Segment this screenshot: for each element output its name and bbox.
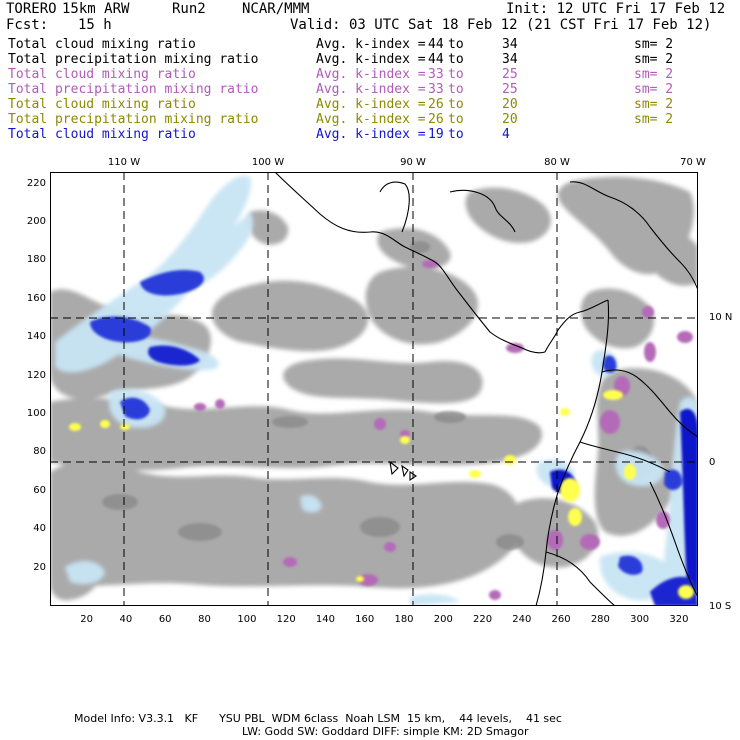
lon-label-110w: 110 W: [107, 157, 141, 168]
legend-row: Total cloud mixing ratio Avg. k-index = 26…: [0, 97, 740, 112]
legend-kindex: Avg. k-index =: [316, 82, 426, 97]
legend-to: to: [448, 52, 464, 67]
legend-kindex: Avg. k-index =: [316, 52, 426, 67]
model-name: TORERO: [6, 1, 57, 17]
legend-to-val: 34: [502, 52, 518, 67]
legend-to-val: 20: [502, 112, 518, 127]
model-info-line2: LW: Godd SW: Goddard DIFF: simple KM: 2D…: [242, 725, 529, 738]
x-tick-label: 260: [551, 614, 571, 625]
legend-sm: sm= 2: [634, 82, 674, 97]
legend-to-val: 25: [502, 82, 518, 97]
x-tick-label: 20: [80, 614, 93, 625]
legend-from: 19: [428, 127, 444, 142]
legend-field: Total precipitation mixing ratio: [8, 112, 259, 127]
legend-from: 26: [428, 97, 444, 112]
legend-row: Total cloud mixing ratio Avg. k-index = 33…: [0, 67, 740, 82]
x-tick-label: 280: [590, 614, 610, 625]
x-tick-label: 100: [237, 614, 257, 625]
x-tick-label: 300: [630, 614, 650, 625]
legend-from: 44: [428, 37, 444, 52]
lon-label-70w: 70 W: [680, 157, 706, 168]
forecast-hours: 15 h: [78, 17, 112, 33]
run-label: Run2: [172, 1, 206, 17]
model-info-line1: Model Info: V3.3.1 KF YSU PBL WDM 6class…: [74, 712, 562, 725]
legend-kindex: Avg. k-index =: [316, 97, 426, 112]
legend-to: to: [448, 67, 464, 82]
legend-field: Total precipitation mixing ratio: [8, 52, 259, 67]
y-tick-label: 140: [26, 331, 46, 343]
legend-sm: sm= 2: [634, 67, 674, 82]
legend-row: Total cloud mixing ratio Avg. k-index = 19…: [0, 127, 740, 142]
x-tick-label: 160: [355, 614, 375, 625]
x-tick-label: 220: [473, 614, 493, 625]
x-tick-label: 120: [276, 614, 296, 625]
legend-field: Total cloud mixing ratio: [8, 37, 196, 52]
legend-row: Total precipitation mixing ratio Avg. k-i…: [0, 52, 740, 67]
y-tick-label: 40: [33, 523, 46, 535]
y-tick-label: 180: [26, 254, 46, 266]
legend-from: 44: [428, 52, 444, 67]
legend-to: to: [448, 37, 464, 52]
precip-yellow-field: [69, 390, 694, 599]
legend-field: Total cloud mixing ratio: [8, 97, 196, 112]
x-tick-label: 320: [669, 614, 689, 625]
legend-to: to: [448, 82, 464, 97]
x-tick-label: 200: [433, 614, 453, 625]
organization: NCAR/MMM: [242, 1, 310, 17]
legend-to-val: 20: [502, 97, 518, 112]
x-tick-label: 60: [158, 614, 172, 625]
x-tick-label: 140: [315, 614, 335, 625]
legend-kindex: Avg. k-index =: [316, 37, 426, 52]
legend-field: Total precipitation mixing ratio: [8, 82, 259, 97]
legend-to-val: 4: [502, 127, 510, 142]
legend-to: to: [448, 112, 464, 127]
lat-label-10n: 10 N: [709, 312, 733, 323]
legend-from: 33: [428, 82, 444, 97]
y-tick-label: 60: [33, 484, 46, 496]
model-resolution: 15km ARW: [62, 1, 130, 17]
legend-kindex: Avg. k-index =: [316, 67, 426, 82]
legend-to: to: [448, 127, 464, 142]
legend-sm: sm= 2: [634, 97, 674, 112]
map-border: [50, 172, 698, 606]
y-tick-label: 200: [26, 215, 46, 227]
legend-sm: sm= 2: [634, 52, 674, 67]
legend-from: 26: [428, 112, 444, 127]
legend-kindex: Avg. k-index =: [316, 127, 426, 142]
legend-to-val: 25: [502, 67, 518, 82]
x-tick-label: 40: [119, 614, 133, 625]
x-tick-label: 80: [198, 614, 211, 625]
init-time: Init: 12 UTC Fri 17 Feb 12: [506, 1, 726, 17]
coastlines: [274, 172, 698, 606]
map-panel: [50, 172, 698, 606]
legend-kindex: Avg. k-index =: [316, 112, 426, 127]
y-tick-label: 160: [26, 292, 46, 304]
legend-row: Total cloud mixing ratio Avg. k-index = 44…: [0, 37, 740, 52]
legend-to-val: 34: [502, 37, 518, 52]
lon-label-80w: 80 W: [544, 157, 570, 168]
lon-label-100w: 100 W: [251, 157, 285, 168]
forecast-label: Fcst:: [6, 17, 49, 33]
legend-sm: sm= 2: [634, 37, 674, 52]
y-tick-label: 100: [26, 407, 46, 419]
lat-label-0: 0: [709, 457, 716, 468]
y-tick-label: 120: [26, 369, 46, 381]
y-tick-label: 80: [33, 446, 46, 458]
legend-row: Total precipitation mixing ratio Avg. k-i…: [0, 82, 740, 97]
legend-sm: sm= 2: [634, 112, 674, 127]
weather-map: [50, 172, 698, 606]
x-tick-label: 180: [394, 614, 414, 625]
lat-lon-grid: [50, 172, 698, 606]
legend-from: 33: [428, 67, 444, 82]
valid-time: Valid: 03 UTC Sat 18 Feb 12 (21 CST Fri …: [290, 17, 712, 33]
legend-field: Total cloud mixing ratio: [8, 127, 196, 142]
legend-to: to: [448, 97, 464, 112]
legend-field: Total cloud mixing ratio: [8, 67, 196, 82]
y-tick-label: 20: [33, 561, 46, 573]
lon-label-90w: 90 W: [400, 157, 426, 168]
x-tick-label: 240: [512, 614, 532, 625]
legend-row: Total precipitation mixing ratio Avg. k-i…: [0, 112, 740, 127]
lat-label-10s: 10 S: [709, 601, 732, 612]
y-tick-label: 220: [26, 177, 46, 189]
